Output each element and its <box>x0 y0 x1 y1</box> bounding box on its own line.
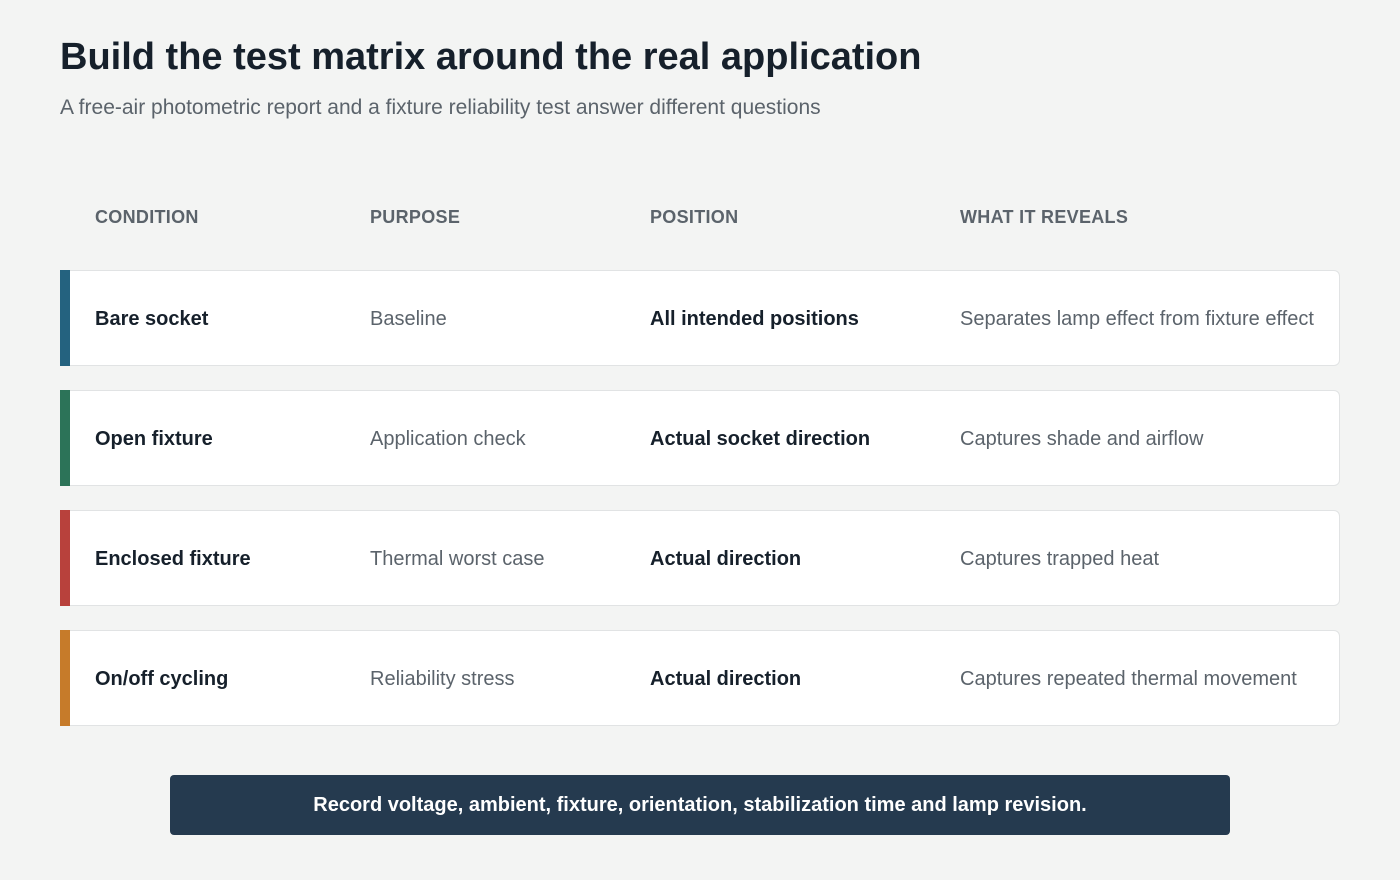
column-header: WHAT IT REVEALS <box>960 207 1129 227</box>
table-cell: Baseline <box>370 308 447 330</box>
table-cell: Actual direction <box>650 548 802 570</box>
table-cell: Reliability stress <box>370 668 515 690</box>
table-cell: Actual direction <box>650 668 802 690</box>
table-cell: Enclosed fixture <box>95 548 251 570</box>
table-row: Open fixture Application check Actual sock… <box>60 390 1340 486</box>
row-accent <box>60 510 70 606</box>
table-cell: Separates lamp effect from fixture effec… <box>960 308 1314 330</box>
table-cell: Application check <box>370 428 526 450</box>
row-accent <box>60 270 70 366</box>
table-row: On/off cycling Reliability stress Actual d… <box>60 630 1340 726</box>
row-accent <box>60 630 70 726</box>
table-cell: Thermal worst case <box>370 548 545 570</box>
column-header: PURPOSE <box>370 207 461 227</box>
table-cell: Captures shade and airflow <box>960 428 1204 450</box>
table-cell: On/off cycling <box>95 668 229 690</box>
table-cell: Captures trapped heat <box>960 548 1160 570</box>
column-header: CONDITION <box>95 207 199 227</box>
footer-note: Record voltage, ambient, fixture, orient… <box>170 775 1230 835</box>
table-cell: Bare socket <box>95 308 209 330</box>
table-row: Bare socket Baseline All intended position… <box>60 270 1340 366</box>
table-cell: All intended positions <box>650 308 859 330</box>
table-cell: Open fixture <box>95 428 213 450</box>
subtitle: A free-air photometric report and a fixt… <box>60 96 821 119</box>
table-cell: Actual socket direction <box>650 428 871 450</box>
table-cell: Captures repeated thermal movement <box>960 668 1297 690</box>
row-accent <box>60 390 70 486</box>
column-header: POSITION <box>650 207 739 227</box>
title: Build the test matrix around the real ap… <box>60 36 922 78</box>
table-row: Enclosed fixture Thermal worst case Actual… <box>60 510 1340 606</box>
